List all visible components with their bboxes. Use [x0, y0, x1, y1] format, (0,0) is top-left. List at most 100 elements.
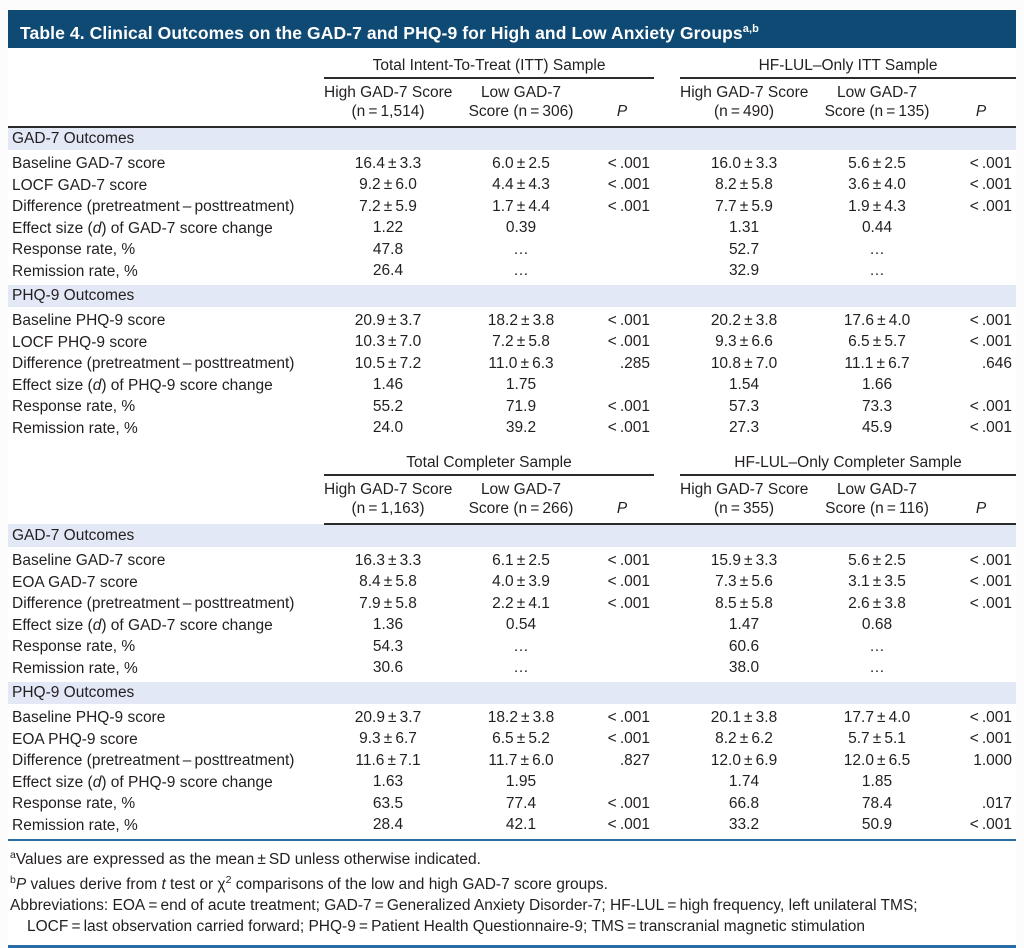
row-label: EOA GAD-7 score [12, 573, 138, 591]
value-cell: 78.4 [861, 794, 893, 812]
value-cell: 54.3 [372, 637, 404, 655]
column-header-low-gad7: Low GAD-7 Score (n = 116) [808, 475, 946, 525]
column-gap [654, 815, 680, 837]
row-label: Effect size (d) of GAD-7 score change [12, 616, 273, 634]
value-cell: 12.0 ± 6.9 [710, 751, 778, 769]
value-cell: 5.6 ± 2.5 [848, 154, 906, 172]
section-header: PHQ-9 Outcomes [8, 679, 1017, 704]
value-cell: 30.6 [372, 659, 404, 677]
value-cell: 8.2 ± 5.8 [715, 176, 773, 194]
value-cell: 7.3 ± 5.6 [715, 573, 773, 591]
row-label: LOCF GAD-7 score [12, 176, 148, 194]
p-value-cell: < .001 [607, 176, 651, 194]
table-row: EOA PHQ-9 score 9.3 ± 6.7 6.5 ± 5.2 < .001 8… [8, 729, 1016, 751]
value-cell: 42.1 [505, 816, 537, 834]
value-cell: 9.2 ± 6.0 [359, 176, 417, 194]
column-gap [654, 793, 680, 815]
p-value-cell: < .001 [607, 573, 650, 591]
row-label: Remission rate, % [12, 659, 138, 677]
row-label: Difference (pretreatment – posttreatment… [12, 595, 295, 612]
table-row: Baseline GAD-7 score 16.4 ± 3.3 6.0 ± 2.5 <… [8, 150, 1016, 175]
table-row: EOA GAD-7 score 8.4 ± 5.8 4.0 ± 3.9 < .001 7… [8, 572, 1016, 594]
table-row: Difference (pretreatment – posttreatment… [8, 750, 1016, 772]
value-cell: 38.0 [728, 659, 760, 677]
column-gap [654, 218, 680, 240]
value-cell: 24.0 [372, 419, 404, 437]
column-gap [654, 353, 680, 375]
value-cell: 2.6 ± 3.8 [848, 594, 906, 612]
row-label: Effect size (d) of PHQ-9 score change [12, 773, 273, 791]
column-gap [654, 261, 680, 284]
value-cell: 39.2 [505, 419, 537, 437]
footnote-line: bP values derive from t test or χ2 compa… [10, 874, 608, 894]
value-cell: 11.7 ± 6.0 [488, 751, 554, 769]
value-cell: 9.3 ± 6.6 [715, 333, 773, 351]
value-cell: 0.44 [861, 219, 893, 237]
table-row: Response rate, % 47.8… 52.7… [8, 239, 1016, 261]
section-header: PHQ-9 Outcomes [8, 282, 1017, 307]
p-value-cell [590, 772, 654, 794]
table-row: Baseline PHQ-9 score 20.9 ± 3.7 18.2 ± 3.8… [8, 704, 1016, 729]
table-row: LOCF GAD-7 score 9.2 ± 6.0 4.4 ± 4.3 < .001… [8, 175, 1016, 197]
completer-phq9-section: PHQ-9 Outcomes Baseline PHQ-9 score 20.9 ±… [8, 679, 1017, 837]
p-value-cell: < .001 [607, 311, 651, 329]
table-row: Baseline PHQ-9 score 20.9 ± 3.7 18.2 ± 3.8… [8, 307, 1016, 332]
value-cell: 10.5 ± 7.2 [354, 354, 422, 372]
row-label: Response rate, % [12, 638, 136, 655]
p-value-cell [946, 261, 1016, 284]
p-value-cell [590, 615, 654, 637]
value-cell: 1.47 [728, 616, 760, 634]
column-header-p: P [590, 78, 655, 128]
row-label: Baseline PHQ-9 score [12, 709, 166, 726]
table-row: Remission rate, % 24.0 39.2 < .001 27.3 45.9 <… [8, 418, 1016, 440]
column-header-high-gad7: High GAD-7 Score (n = 355) [680, 475, 808, 525]
value-cell: 10.8 ± 7.0 [710, 354, 778, 372]
table-row: Difference (pretreatment – posttreatment… [8, 196, 1016, 218]
header-spacer [8, 48, 324, 78]
value-cell: 27.3 [728, 419, 760, 437]
value-cell: 6.0 ± 2.5 [492, 154, 550, 172]
p-value-cell: < .001 [607, 333, 651, 351]
value-cell: 1.63 [372, 773, 404, 791]
value-cell: 20.9 ± 3.7 [354, 311, 422, 329]
column-gap [654, 78, 681, 128]
table-title: Table 4. Clinical Outcomes on the GAD-7 … [20, 22, 743, 43]
section-band-row: GAD-7 Outcomes [8, 127, 1017, 150]
completer-sample-table: Total Completer Sample HF-LUL–Only Compl… [8, 439, 1017, 837]
column-gap [654, 729, 680, 751]
value-cell: 12.0 ± 6.5 [843, 751, 911, 769]
row-label: Effect size (d) of GAD-7 score change [12, 219, 273, 237]
table-row: Remission rate, % 28.4 42.1 < .001 33.2 50.9 <… [8, 815, 1016, 837]
p-value-cell: < .001 [969, 708, 1013, 726]
column-gap [654, 48, 680, 78]
value-cell: 11.0 ± 6.3 [488, 354, 554, 372]
column-gap [654, 196, 680, 218]
section-band-row: PHQ-9 Outcomes [8, 282, 1017, 307]
completer-gad7-section: GAD-7 Outcomes Baseline GAD-7 score 16.3 ±… [8, 524, 1017, 681]
row-label: Response rate, % [12, 398, 136, 415]
row-label: Remission rate, % [12, 419, 138, 437]
itt-table-header: Total Intent-To-Treat (ITT) Sample HF-LU… [8, 48, 1017, 128]
column-group-row: Total Intent-To-Treat (ITT) Sample HF-LU… [8, 48, 1017, 79]
table-row: Effect size (d) of PHQ-9 score change 1.4… [8, 375, 1016, 397]
column-gap [654, 439, 680, 475]
value-cell: 6.1 ± 2.5 [492, 551, 550, 569]
column-header-row: High GAD-7 Score (n = 1,514) Low GAD-7 Sco… [8, 78, 1017, 128]
section-header: GAD-7 Outcomes [8, 524, 1017, 547]
value-cell: 2.2 ± 4.1 [492, 594, 550, 612]
column-gap [654, 750, 680, 772]
column-gap [654, 332, 680, 354]
p-value-cell: .646 [981, 354, 1013, 372]
p-value-cell [946, 615, 1016, 637]
table-row: Effect size (d) of PHQ-9 score change 1.6… [8, 772, 1016, 794]
value-cell: 16.4 ± 3.3 [354, 154, 422, 172]
header-spacer [8, 475, 324, 524]
value-cell: 1.74 [728, 773, 760, 791]
row-label: Difference (pretreatment – posttreatment… [12, 752, 295, 769]
p-value-cell: < .001 [607, 794, 650, 812]
p-value-cell: < .001 [969, 594, 1013, 612]
column-gap [654, 150, 680, 175]
header-spacer [8, 78, 324, 128]
row-label: LOCF PHQ-9 score [12, 333, 148, 351]
row-label: Remission rate, % [12, 816, 138, 834]
